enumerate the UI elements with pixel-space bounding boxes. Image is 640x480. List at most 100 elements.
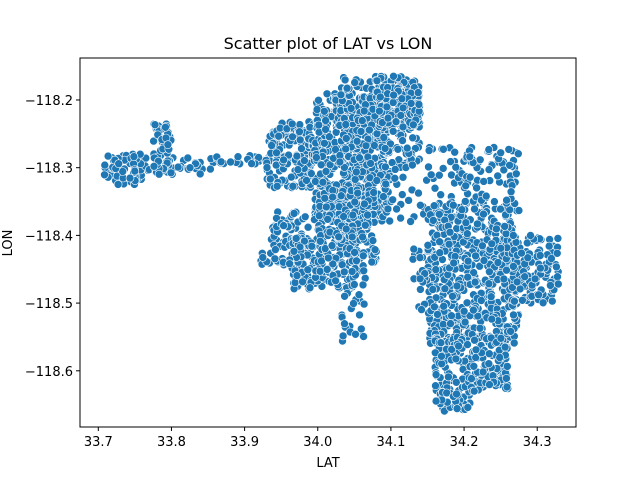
x-tick-label: 34.1 [376, 435, 405, 450]
data-point [424, 162, 433, 172]
data-point [336, 90, 346, 100]
data-point [444, 239, 454, 249]
data-point [479, 256, 489, 265]
data-point [437, 351, 446, 361]
data-point [457, 205, 467, 214]
data-point [321, 167, 331, 176]
data-point [272, 148, 281, 158]
data-point [320, 193, 330, 203]
data-point [446, 319, 455, 328]
data-point [341, 224, 351, 234]
data-point [350, 248, 359, 257]
data-point [258, 253, 268, 262]
data-point [475, 323, 485, 333]
x-tick-label: 34.2 [450, 435, 479, 450]
data-point [473, 219, 482, 229]
data-point [484, 349, 494, 359]
data-point [431, 265, 441, 274]
data-point [183, 153, 193, 163]
data-point [321, 125, 330, 134]
data-point [323, 215, 333, 224]
data-point [496, 333, 506, 343]
data-point [508, 231, 518, 240]
data-point [321, 202, 331, 212]
data-point [398, 136, 407, 145]
data-point [339, 267, 349, 277]
data-point [439, 145, 448, 154]
data-point [511, 169, 521, 179]
data-point [270, 254, 280, 264]
data-point [398, 103, 408, 113]
data-point [247, 159, 256, 168]
data-point [408, 254, 418, 264]
data-point [416, 201, 425, 210]
data-point [288, 182, 298, 191]
data-point [305, 283, 315, 293]
data-point [451, 377, 461, 387]
data-point [462, 298, 472, 308]
data-point [149, 162, 159, 171]
data-point [547, 296, 557, 306]
data-point [391, 117, 401, 126]
data-point [340, 75, 350, 85]
y-tick-label: −118.2 [25, 94, 73, 109]
data-point [166, 168, 176, 178]
data-point [517, 248, 526, 258]
data-point [413, 88, 423, 97]
data-point [487, 239, 497, 249]
data-point [465, 172, 475, 182]
data-point [383, 204, 393, 214]
data-point [361, 141, 371, 151]
data-point [357, 116, 367, 125]
data-point [369, 188, 379, 197]
data-point [431, 370, 441, 379]
data-point [504, 145, 514, 154]
y-axis-ticks: −118.6 −118.5 −118.4 −118.3 −118.2 [25, 94, 80, 380]
data-point [429, 201, 439, 210]
data-point [328, 192, 337, 202]
data-point [513, 149, 523, 158]
data-point [336, 191, 346, 200]
data-point [322, 265, 332, 274]
data-point [385, 216, 395, 226]
data-point [460, 197, 470, 206]
data-point [481, 191, 491, 201]
data-point [518, 295, 527, 305]
data-point [352, 256, 361, 266]
data-point [415, 253, 425, 262]
data-point [522, 238, 532, 248]
x-tick-label: 33.8 [157, 435, 186, 450]
data-point [103, 151, 113, 161]
data-point [430, 302, 439, 312]
data-point [149, 136, 158, 146]
data-point [347, 232, 357, 242]
data-point [322, 89, 332, 99]
data-point [314, 120, 324, 130]
y-axis-label: LON [1, 230, 16, 257]
data-point [496, 204, 505, 214]
data-point [389, 72, 398, 81]
data-point [469, 386, 479, 396]
data-point [372, 176, 382, 185]
data-point [512, 277, 522, 287]
data-point [479, 177, 489, 186]
data-point [289, 209, 299, 218]
data-point [500, 342, 510, 352]
data-point [185, 163, 195, 172]
data-point [416, 285, 425, 294]
data-point [451, 162, 461, 172]
data-point [367, 257, 377, 267]
data-point [434, 210, 444, 219]
data-point [484, 279, 494, 289]
data-point [435, 237, 444, 246]
data-point [129, 152, 139, 161]
data-point [476, 296, 486, 305]
data-point [358, 232, 367, 242]
data-point [426, 170, 436, 180]
data-point [431, 293, 441, 303]
data-point [461, 181, 471, 191]
data-point [502, 374, 511, 383]
data-point [523, 253, 533, 263]
data-point [292, 271, 302, 280]
data-point [485, 267, 494, 277]
